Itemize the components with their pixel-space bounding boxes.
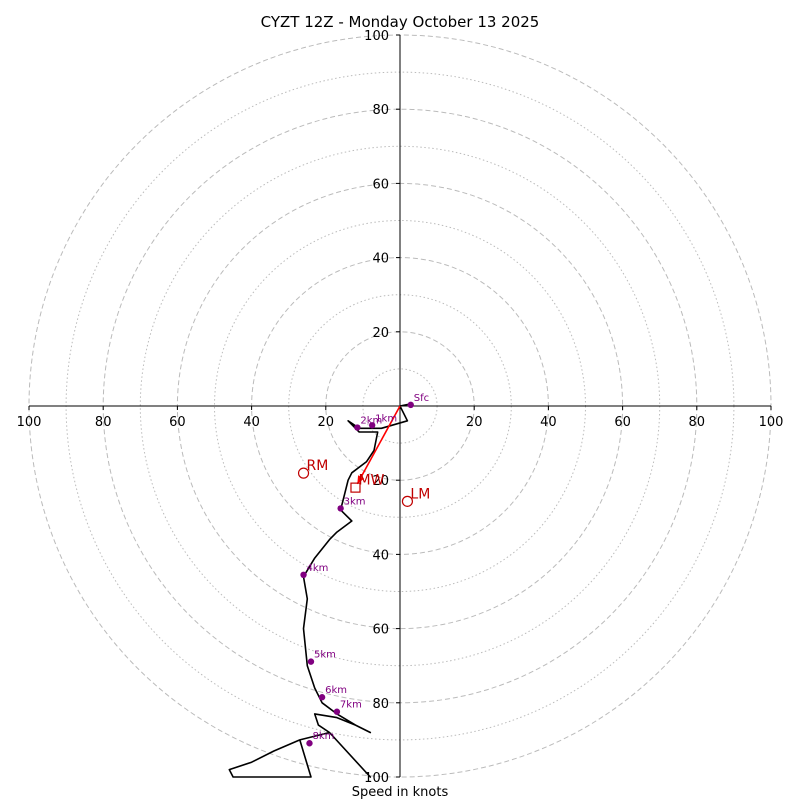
height-marker-3km bbox=[337, 505, 344, 512]
height-label-3km: 3km bbox=[344, 496, 366, 507]
storm-motion-lm-label: LM bbox=[410, 486, 430, 502]
y-tick-label: 20 bbox=[372, 326, 389, 341]
y-tick-label: 20 bbox=[372, 474, 389, 489]
x-tick-label: 80 bbox=[689, 415, 706, 430]
height-label-1km: 1km bbox=[375, 413, 397, 424]
y-tick-label: 40 bbox=[372, 252, 389, 267]
height-marker-5km bbox=[307, 658, 315, 665]
storm-motion-mw-label: MW bbox=[358, 473, 384, 489]
height-marker-8km bbox=[306, 740, 313, 747]
storm-motion-group: RM LM MW bbox=[297, 405, 430, 507]
height-label-8km: 8km bbox=[312, 731, 334, 742]
height-label-4km: 4km bbox=[307, 563, 329, 574]
height-marker-2km bbox=[354, 424, 361, 431]
x-axis-label: Speed in knots bbox=[352, 785, 449, 800]
height-label-6km: 6km bbox=[325, 685, 347, 696]
height-label-sfc: Sfc bbox=[414, 393, 429, 404]
x-tick-label: 20 bbox=[318, 415, 335, 430]
y-tick-label: 60 bbox=[372, 623, 389, 638]
height-marker-7km bbox=[333, 708, 341, 715]
x-tick-label: 60 bbox=[614, 415, 631, 430]
height-marker-sfc bbox=[407, 401, 414, 409]
mean-wind-vector bbox=[356, 405, 401, 485]
mean-wind-arrowhead bbox=[357, 475, 365, 484]
x-tick-label: 40 bbox=[540, 415, 557, 430]
storm-motion-rm-marker bbox=[297, 467, 310, 479]
y-tick-label: 60 bbox=[372, 177, 389, 192]
height-label-2km: 2km bbox=[360, 416, 382, 427]
storm-motion-rm-label: RM bbox=[307, 458, 329, 474]
x-tick-label: 60 bbox=[169, 415, 186, 430]
height-marker-4km bbox=[300, 571, 307, 579]
y-tick-label: 40 bbox=[372, 548, 389, 563]
height-label-7km: 7km bbox=[340, 700, 362, 711]
y-tick-label: 100 bbox=[364, 29, 389, 44]
x-tick-label: 100 bbox=[759, 415, 784, 430]
x-tick-label: 100 bbox=[17, 415, 42, 430]
storm-motion-lm-marker bbox=[401, 495, 414, 507]
height-marker-1km bbox=[368, 422, 376, 429]
storm-motion-mw-marker bbox=[350, 482, 361, 493]
tick-labels: 100 80 60 40 20 20 40 60 80 100 20 20 40 40 60 60 80 80 10… bbox=[17, 29, 784, 786]
y-tick-label: 100 bbox=[364, 771, 389, 786]
x-tick-label: 80 bbox=[95, 415, 112, 430]
height-marker-6km bbox=[318, 694, 326, 701]
y-tick-label: 80 bbox=[372, 103, 389, 118]
x-tick-label: 20 bbox=[466, 415, 483, 430]
height-label-5km: 5km bbox=[314, 650, 336, 661]
chart-title: CYZT 12Z - Monday October 13 2025 bbox=[261, 13, 540, 31]
x-tick-label: 40 bbox=[243, 415, 260, 430]
y-tick-label: 80 bbox=[372, 697, 389, 712]
